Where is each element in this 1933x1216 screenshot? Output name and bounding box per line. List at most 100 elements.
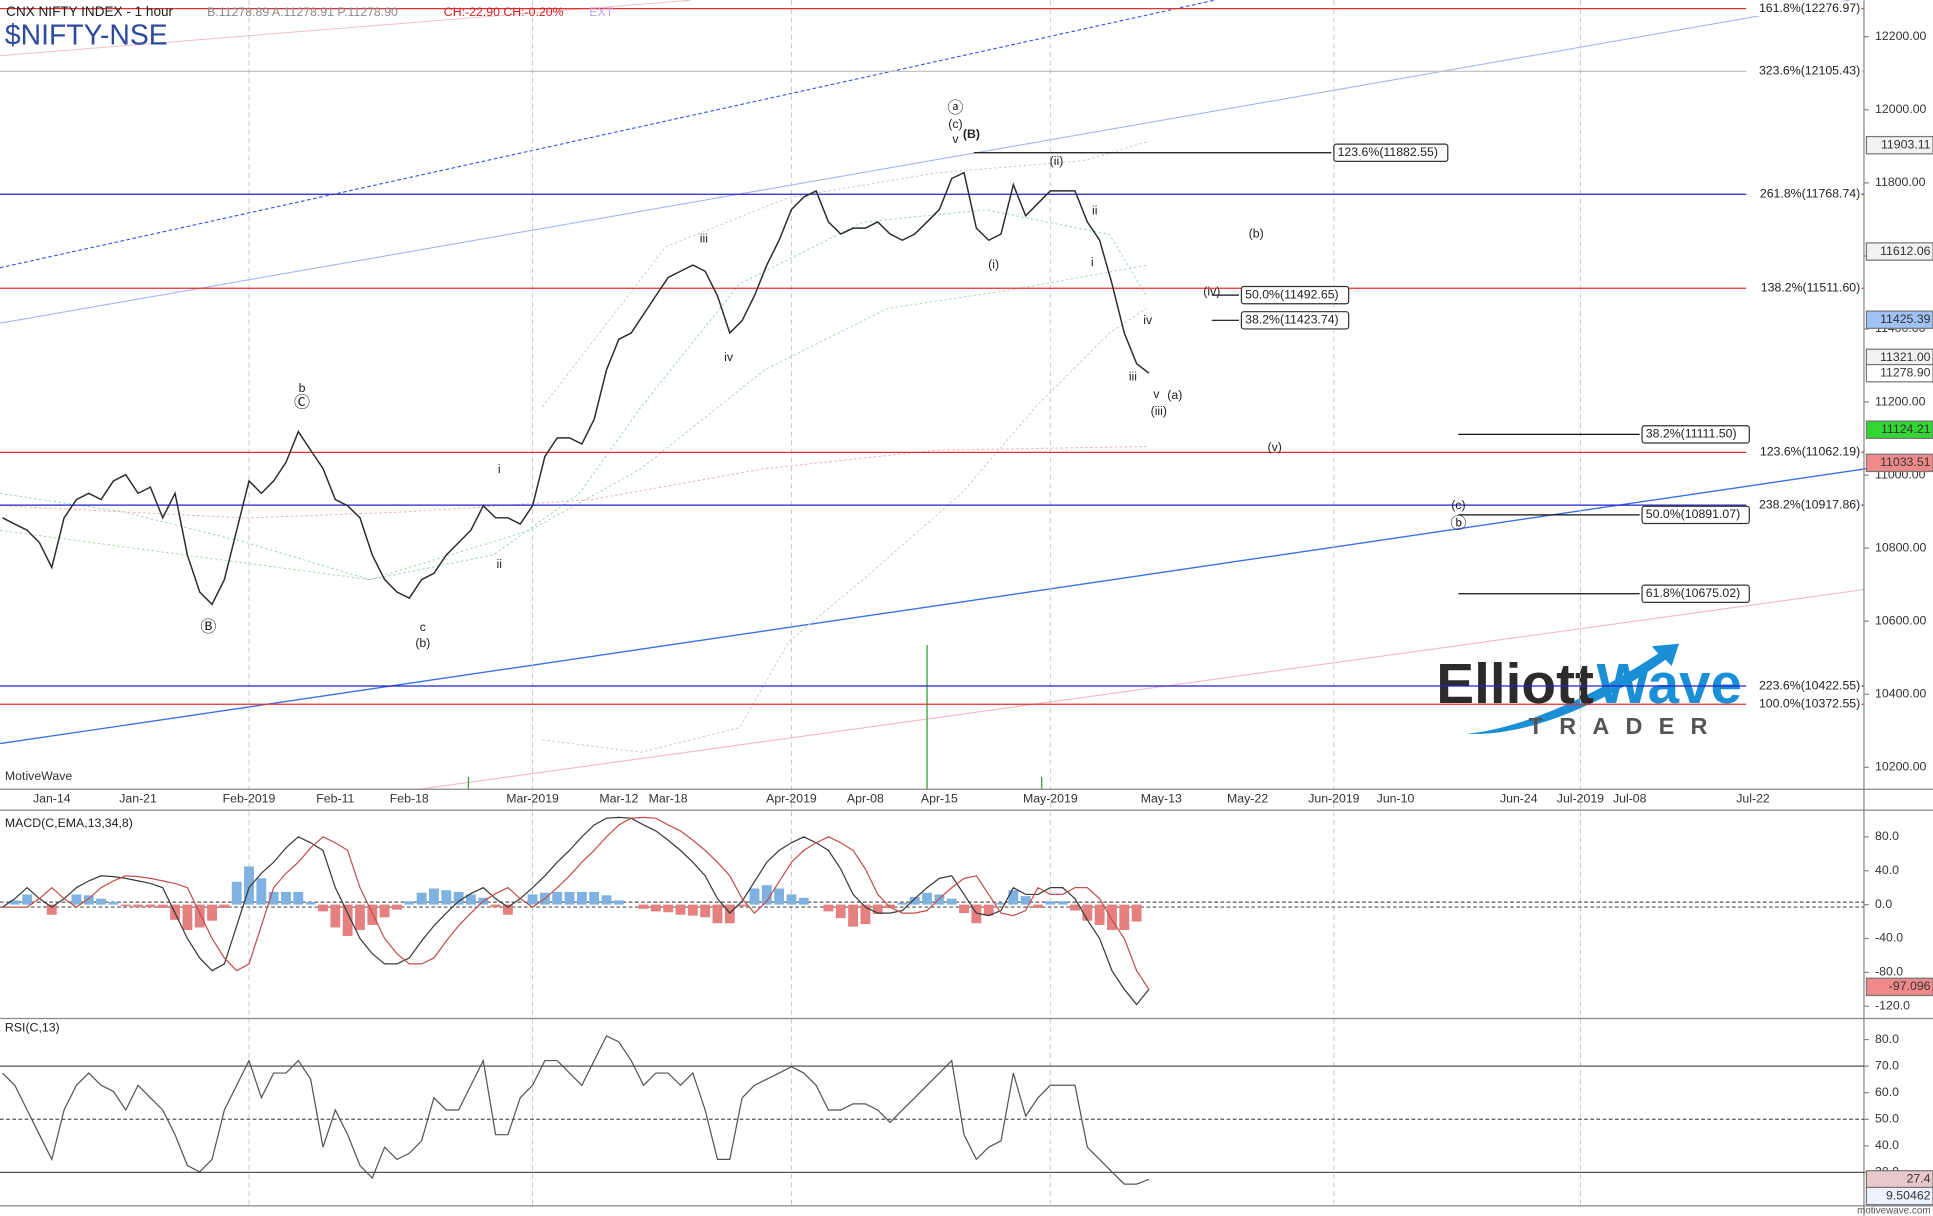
histogram-bar (552, 891, 563, 905)
histogram-bar (1119, 904, 1130, 931)
histogram-bar (1070, 904, 1080, 911)
fib-box (1240, 311, 1350, 330)
histogram-bar (145, 904, 156, 908)
price-tag (1865, 135, 1933, 155)
wave-label: (B) (963, 127, 980, 141)
histogram-bar (613, 900, 624, 905)
symbol: $NIFTY-NSE (5, 20, 168, 52)
histogram-bar (774, 888, 785, 905)
histogram-bar (959, 904, 969, 914)
histogram-bar (848, 904, 859, 927)
histogram-bar (909, 896, 920, 905)
price-line (2, 171, 1150, 606)
trend-line (0, 458, 1933, 745)
panel-title: RSI(C,13) (5, 1021, 60, 1035)
level-label-bg (1746, 186, 1862, 202)
x-tick-label: Jul-08 (1613, 791, 1647, 805)
x-tick-label: Jun-10 (1377, 791, 1415, 805)
histogram-bar (897, 902, 908, 905)
x-tick-label: Jul-22 (1736, 791, 1770, 805)
price-tag-label: 11612.06 (1880, 244, 1931, 258)
fib-box (1641, 505, 1750, 525)
y-tick-label: 12200.00 (1875, 29, 1927, 43)
histogram-bar (922, 892, 932, 905)
level-label: 123.6%(11062.19) (1760, 445, 1860, 459)
value-tag-label: -97.096 (1889, 979, 1931, 993)
histogram-bar (429, 888, 439, 905)
histogram-bar (786, 894, 797, 905)
histogram-bar (712, 904, 723, 924)
histogram-bar (453, 891, 464, 905)
fib-label: 38.2%(11423.74) (1245, 313, 1339, 327)
histogram-bar (971, 904, 982, 924)
y-tick-label: 0.0 (1875, 897, 1892, 911)
band (542, 308, 1147, 753)
level-label-bg (1746, 678, 1862, 694)
trend-line (419, 588, 1865, 790)
y-tick-label: 80.0 (1875, 829, 1899, 843)
trend-line (0, 0, 1215, 269)
x-tick-label: Feb-18 (390, 791, 429, 805)
wave-label: (iii) (1151, 404, 1167, 418)
fib-label: 123.6%(11882.55) (1338, 145, 1438, 159)
histogram-bar (219, 904, 230, 908)
y-tick-label: 12000.00 (1875, 102, 1927, 116)
macd-line (2, 816, 1150, 1006)
histogram-bar (330, 904, 341, 928)
price-tag (1865, 242, 1933, 261)
histogram-bar (22, 894, 33, 905)
fib-label: 50.0%(10891.07) (1646, 507, 1740, 521)
wave-label: (iv) (1203, 285, 1220, 299)
histogram-bar (182, 904, 193, 931)
histogram-bar (281, 891, 291, 905)
wave-label: (a) (1167, 388, 1182, 402)
value-tag-label: 9.50462 (1886, 1188, 1931, 1202)
y-tick-label: 40.0 (1875, 1138, 1899, 1152)
histogram-bar (231, 881, 242, 905)
wave-label: (b) (415, 636, 430, 650)
x-tick-label: Jan-21 (119, 791, 157, 805)
histogram-bar (700, 904, 711, 918)
wave-label: v (952, 132, 959, 146)
wave-label: (i) (988, 258, 999, 272)
price-tag-label: 11124.21 (1881, 422, 1931, 436)
wave-label: Ⓒ (294, 394, 310, 412)
histogram-bar (441, 890, 452, 905)
histogram-bar (601, 895, 612, 905)
histogram-bar (650, 904, 661, 912)
fib-label: 61.8%(10675.02) (1646, 586, 1740, 600)
x-tick-label: Feb-11 (316, 791, 354, 805)
histogram-bar (268, 891, 279, 905)
level-label: 323.6%(12105.43) (1759, 64, 1860, 78)
watermark: MotiveWave (5, 769, 72, 783)
level-label-bg (1746, 497, 1862, 513)
wave-label: b (299, 381, 306, 395)
histogram-bar (120, 904, 131, 907)
x-tick-label: Mar-2019 (506, 791, 559, 805)
price-tag-label: 11903.11 (1881, 137, 1931, 151)
y-tick-label: 11800.00 (1875, 175, 1926, 189)
wave-label: ⓐ (947, 99, 963, 117)
histogram-bar (207, 904, 217, 921)
wave-label: v (1153, 387, 1160, 401)
wave-label: (b) (1249, 227, 1264, 241)
histogram-bar (490, 904, 501, 908)
logo-word: Elliott (1436, 653, 1594, 716)
x-tick-label: Apr-08 (847, 791, 884, 805)
y-tick-label: 40.0 (1875, 863, 1899, 877)
histogram-bar (835, 904, 846, 919)
histogram-bar (133, 904, 144, 908)
wave-label: (ii) (1050, 154, 1064, 168)
histogram-bar (1008, 890, 1019, 905)
histogram-bar (872, 904, 883, 914)
wave-label: iv (1143, 313, 1153, 327)
histogram-bar (749, 888, 760, 905)
histogram-bar (404, 901, 415, 905)
histogram-bar (9, 900, 20, 905)
level-label: 138.2%(11511.60) (1761, 280, 1861, 294)
price-tag (1865, 310, 1933, 329)
quote: B.11278.89 A.11278.91 P.11278.90 (207, 5, 398, 19)
logo-word: Wave (1596, 653, 1741, 716)
wave-label: i (498, 462, 501, 476)
